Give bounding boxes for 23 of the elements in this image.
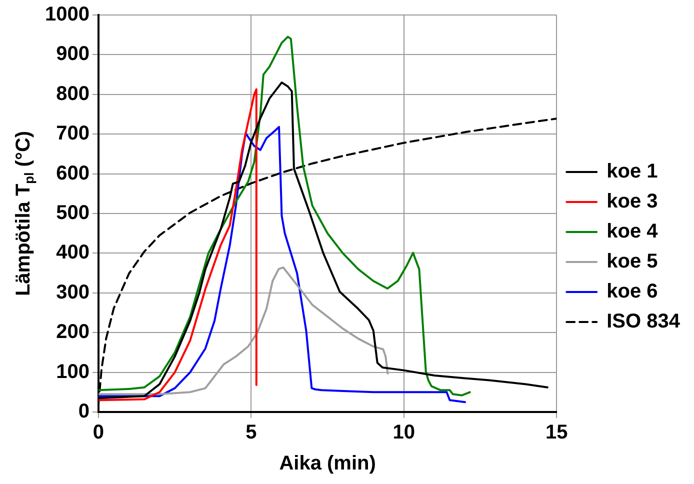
y-tick-label: 0 [78, 400, 90, 423]
x-tick-label: 10 [392, 422, 416, 444]
y-tick-label: 200 [56, 321, 90, 344]
legend-label: ISO 834 [606, 310, 681, 333]
y-tick-label: 400 [56, 242, 90, 264]
y-tick-label: 1000 [44, 4, 90, 26]
x-tick-label: 15 [545, 422, 568, 444]
x-tick-label: 5 [246, 422, 257, 444]
legend-label: koe 1 [606, 160, 658, 183]
legend-label: koe 3 [606, 190, 658, 213]
y-tick-label: 500 [56, 202, 90, 224]
legend-label: koe 6 [606, 280, 658, 303]
y-tick-label: 900 [56, 43, 90, 66]
legend-label: koe 5 [606, 250, 658, 273]
legend-label: koe 4 [606, 220, 659, 243]
y-tick-label: 600 [56, 162, 90, 184]
y-axis-title: Lämpötila Tpl (°C) [12, 130, 37, 296]
y-tick-label: 100 [56, 360, 90, 383]
x-tick-label: 0 [92, 422, 104, 444]
x-axis-title: Aika (min) [279, 452, 376, 475]
y-tick-label: 800 [56, 82, 90, 105]
y-tick-label: 700 [56, 122, 90, 145]
y-tick-label: 300 [56, 281, 90, 304]
